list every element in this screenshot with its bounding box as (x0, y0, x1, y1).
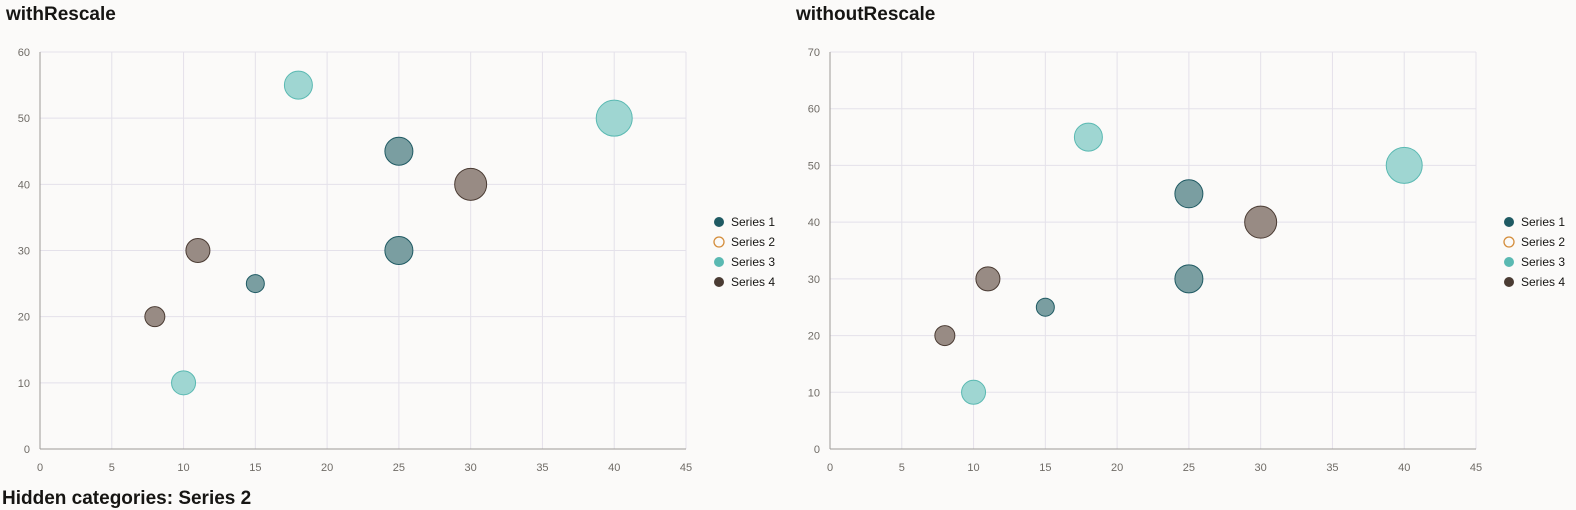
x-tick-label: 0 (37, 462, 43, 474)
bubble-point (384, 236, 414, 265)
bubble-point (1385, 146, 1423, 184)
bubble-point (595, 99, 633, 137)
legend: Series 1 Series 2 Series 3 Series 4 (1503, 215, 1565, 289)
x-tick-label: 45 (680, 462, 692, 474)
y-tick-label: 70 (808, 47, 820, 59)
legend-marker (1504, 257, 1514, 267)
bubble-point (245, 274, 265, 294)
bubble-point (283, 70, 313, 100)
bubble-chart-without-rescale: 0 5 10 15 20 25 30 35 40 45 0 10 20 30 40 50 60 70 Series … (808, 47, 1566, 474)
x-tick-label: 5 (899, 462, 905, 474)
bubble-point (1174, 264, 1204, 294)
legend-label: Series 3 (731, 255, 775, 269)
series-series-1 (245, 136, 414, 294)
x-tick-label: 30 (1255, 462, 1267, 474)
series-series-3 (171, 70, 633, 396)
y-tick-label: 50 (808, 160, 820, 172)
y-tick-label: 60 (808, 104, 820, 116)
bubble-point (454, 167, 488, 201)
legend-marker-hidden (1503, 236, 1515, 248)
legend-label: Series 1 (731, 215, 775, 229)
x-tick-label: 10 (967, 462, 979, 474)
x-tick-label: 35 (536, 462, 548, 474)
y-tick-label: 0 (814, 444, 820, 456)
x-tick-label: 20 (1111, 462, 1123, 474)
bubble-point (185, 238, 211, 263)
legend: Series 1 Series 2 Series 3 Series 4 (713, 215, 775, 289)
x-tick-label: 5 (109, 462, 115, 474)
y-tick-label: 40 (18, 179, 30, 191)
legend-label: Series 2 (731, 235, 775, 249)
bubble-point (1073, 122, 1103, 152)
y-tick-label: 30 (18, 246, 30, 258)
legend-label: Series 1 (1521, 215, 1565, 229)
series-series-1 (1035, 179, 1204, 317)
x-tick-label: 25 (393, 462, 405, 474)
x-tick-label: 15 (249, 462, 261, 474)
legend-marker (1504, 277, 1514, 287)
bubble-point (975, 266, 1001, 292)
x-tick-label: 20 (321, 462, 333, 474)
x-tick-label: 15 (1039, 462, 1051, 474)
chart-title-without-rescale: withoutRescale (796, 4, 936, 25)
series-series-4 (934, 205, 1278, 347)
y-tick-label: 10 (808, 387, 820, 399)
bubble-point (934, 325, 956, 347)
x-tick-label: 10 (177, 462, 189, 474)
legend-marker (714, 277, 724, 287)
y-tick-label: 30 (808, 274, 820, 286)
bubble-point (1174, 179, 1204, 209)
y-tick-label: 50 (18, 113, 30, 125)
bubble-point (1244, 205, 1278, 239)
series-series-4 (144, 167, 488, 328)
x-tick-label: 30 (465, 462, 477, 474)
y-tick-label: 0 (24, 444, 30, 456)
x-tick-label: 40 (608, 462, 620, 474)
hidden-categories-heading: Hidden categories: Series 2 (2, 488, 252, 509)
legend-label: Series 3 (1521, 255, 1565, 269)
x-tick-label: 25 (1183, 462, 1195, 474)
bubble-point (171, 370, 197, 396)
legend-label: Series 2 (1521, 235, 1565, 249)
chart-title-with-rescale: withRescale (6, 4, 116, 25)
y-tick-label: 20 (18, 312, 30, 324)
x-tick-label: 35 (1326, 462, 1338, 474)
y-tick-label: 20 (808, 331, 820, 343)
legend-marker (714, 257, 724, 267)
legend-marker-hidden (713, 236, 725, 248)
bubble-point (144, 306, 166, 328)
y-tick-label: 60 (18, 47, 30, 59)
y-tick-label: 10 (18, 378, 30, 390)
legend-marker (1504, 217, 1514, 227)
x-tick-label: 0 (827, 462, 833, 474)
bubble-point (384, 136, 414, 166)
grid (40, 51, 687, 449)
bubble-point (1035, 297, 1055, 317)
x-tick-label: 45 (1470, 462, 1482, 474)
legend-label: Series 4 (731, 275, 775, 289)
bubble-point (961, 379, 987, 405)
x-tick-label: 40 (1398, 462, 1410, 474)
legend-marker (714, 217, 724, 227)
y-tick-label: 40 (808, 217, 820, 229)
series-series-3 (961, 122, 1423, 405)
legend-label: Series 4 (1521, 275, 1565, 289)
grid (830, 51, 1477, 449)
